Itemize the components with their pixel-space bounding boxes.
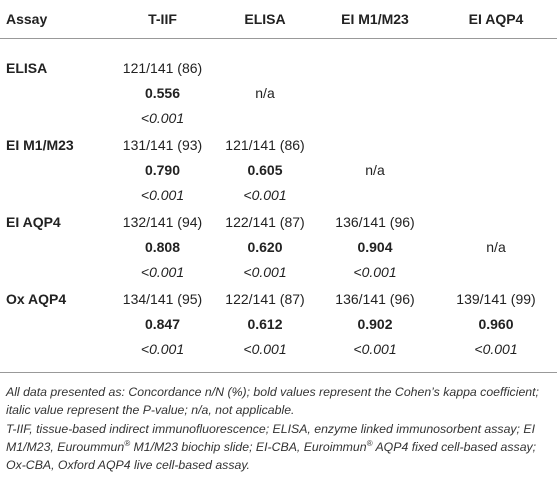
p-value: <0.001: [243, 187, 287, 203]
kappa: 0.556: [144, 85, 181, 101]
na-cell: n/a: [486, 239, 506, 255]
kappa: 0.902: [357, 316, 393, 332]
footnote: T-IIF, tissue-based indirect immunofluor…: [6, 422, 537, 472]
kappa: 0.904: [357, 239, 393, 255]
kappa: 0.790: [144, 162, 181, 178]
row-label: ELISA: [6, 60, 48, 76]
p-value: <0.001: [140, 187, 185, 203]
header-rule: [0, 38, 557, 39]
column-header: EI AQP4: [468, 11, 524, 27]
kappa: 0.605: [247, 162, 283, 178]
p-value: <0.001: [140, 264, 185, 280]
p-value: <0.001: [243, 341, 287, 357]
concordance: 132/141 (94): [122, 214, 203, 230]
bottom-rule: [0, 372, 557, 373]
concordance: 122/141 (87): [225, 214, 305, 230]
row-label: Ox AQP4: [6, 291, 67, 307]
kappa: 0.612: [247, 316, 283, 332]
column-header: ELISA: [244, 11, 286, 27]
concordance: 131/141 (93): [122, 137, 203, 153]
row-label: EI M1/M23: [6, 137, 74, 153]
p-value: <0.001: [474, 341, 518, 357]
p-value: <0.001: [140, 341, 185, 357]
row-label: EI AQP4: [6, 214, 61, 230]
column-header: Assay: [6, 11, 48, 27]
concordance: 139/141 (99): [456, 291, 536, 307]
p-value: <0.001: [243, 264, 287, 280]
column-header: EI M1/M23: [341, 11, 409, 27]
footnote: All data presented as: Concordance n/N (…: [6, 385, 539, 417]
concordance: 136/141 (96): [335, 214, 415, 230]
concordance: 121/141 (86): [122, 60, 203, 76]
p-value: <0.001: [353, 264, 397, 280]
column-header: T-IIF: [148, 11, 177, 27]
concordance: 122/141 (87): [225, 291, 305, 307]
kappa: 0.960: [478, 316, 514, 332]
kappa: 0.808: [144, 239, 181, 255]
kappa: 0.847: [144, 316, 181, 332]
concordance: 121/141 (86): [225, 137, 305, 153]
na-cell: n/a: [365, 162, 385, 178]
p-value: <0.001: [353, 341, 397, 357]
na-cell: n/a: [255, 85, 275, 101]
kappa: 0.620: [247, 239, 283, 255]
concordance: 134/141 (95): [122, 291, 203, 307]
p-value: <0.001: [140, 110, 185, 126]
concordance: 136/141 (96): [335, 291, 415, 307]
